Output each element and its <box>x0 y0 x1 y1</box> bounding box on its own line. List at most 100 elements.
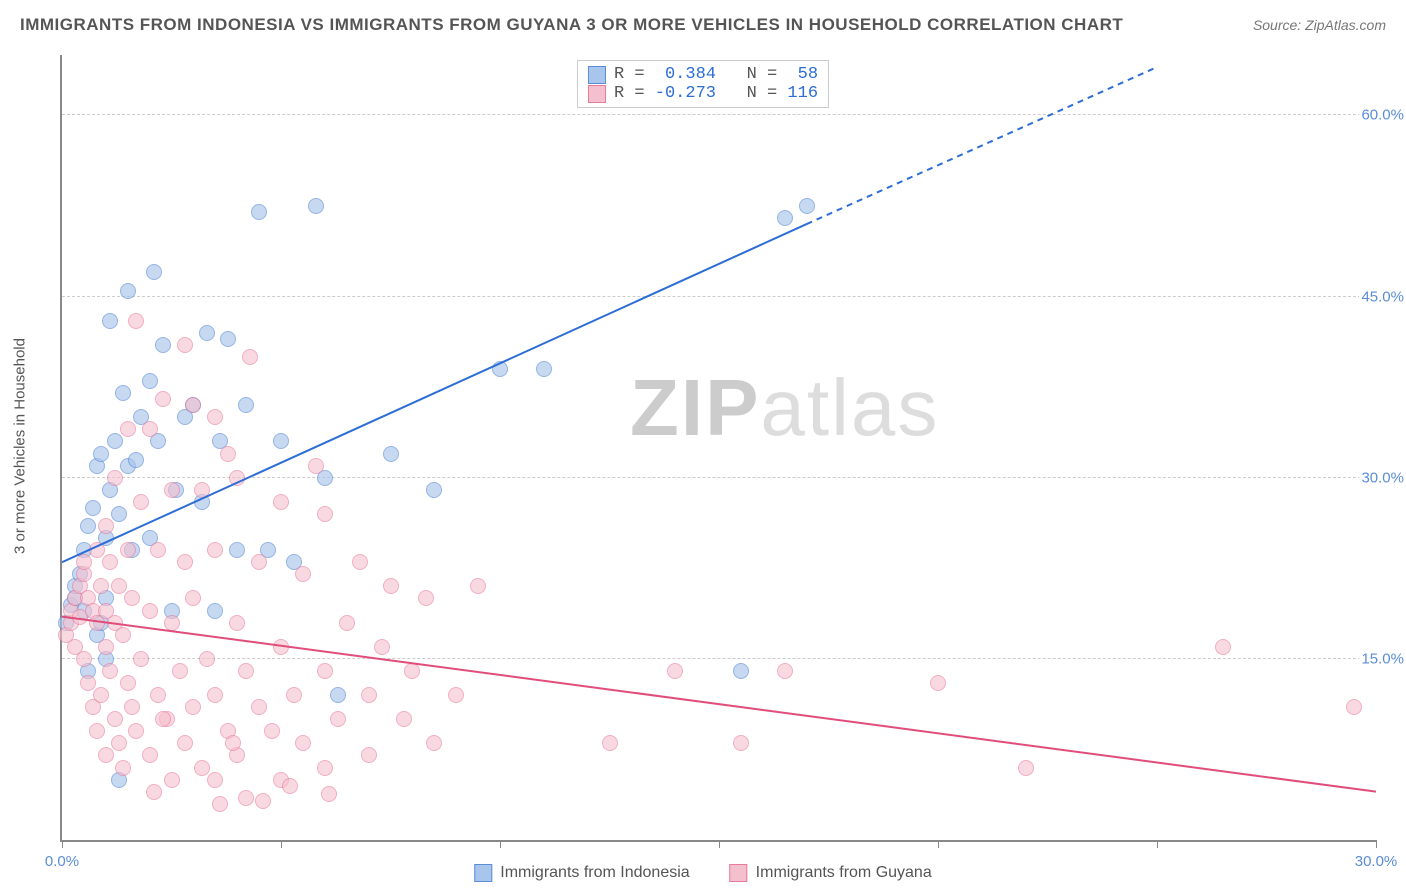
data-point <box>98 747 114 763</box>
data-point <box>76 554 92 570</box>
data-point <box>295 566 311 582</box>
data-point <box>120 421 136 437</box>
data-point <box>777 210 793 226</box>
data-point <box>107 711 123 727</box>
x-tick <box>500 840 501 848</box>
data-point <box>361 687 377 703</box>
data-point <box>150 687 166 703</box>
gridline <box>62 477 1406 478</box>
chart-title: IMMIGRANTS FROM INDONESIA VS IMMIGRANTS … <box>20 15 1123 35</box>
data-point <box>733 735 749 751</box>
data-point <box>93 446 109 462</box>
data-point <box>120 675 136 691</box>
data-point <box>317 663 333 679</box>
legend-item-indonesia: Immigrants from Indonesia <box>474 864 689 882</box>
data-point <box>492 361 508 377</box>
data-point <box>418 590 434 606</box>
data-point <box>264 723 280 739</box>
data-point <box>229 615 245 631</box>
data-point <box>536 361 552 377</box>
data-point <box>194 482 210 498</box>
data-point <box>330 711 346 727</box>
data-point <box>225 735 241 751</box>
data-point <box>199 325 215 341</box>
data-point <box>172 663 188 679</box>
data-point <box>1215 639 1231 655</box>
data-point <box>93 578 109 594</box>
data-point <box>273 494 289 510</box>
data-point <box>107 470 123 486</box>
data-point <box>207 542 223 558</box>
legend-swatch <box>588 85 606 103</box>
data-point <box>777 663 793 679</box>
x-tick <box>62 840 63 848</box>
data-point <box>76 651 92 667</box>
y-tick-label: 60.0% <box>1359 107 1406 124</box>
data-point <box>404 663 420 679</box>
data-point <box>229 542 245 558</box>
data-point <box>133 651 149 667</box>
data-point <box>194 760 210 776</box>
data-point <box>102 313 118 329</box>
chart-plot-area: ZIPatlas 15.0%30.0%45.0%60.0%0.0%30.0% <box>60 55 1376 842</box>
data-point <box>185 699 201 715</box>
data-point <box>238 790 254 806</box>
data-point <box>383 578 399 594</box>
series-legend: Immigrants from Indonesia Immigrants fro… <box>474 864 931 882</box>
data-point <box>212 796 228 812</box>
data-point <box>124 590 140 606</box>
data-point <box>251 554 267 570</box>
data-point <box>207 772 223 788</box>
data-point <box>282 778 298 794</box>
gridline <box>62 296 1406 297</box>
data-point <box>1346 699 1362 715</box>
data-point <box>102 663 118 679</box>
data-point <box>98 639 114 655</box>
data-point <box>229 470 245 486</box>
data-point <box>142 747 158 763</box>
data-point <box>111 506 127 522</box>
x-tick <box>1157 840 1158 848</box>
data-point <box>339 615 355 631</box>
data-point <box>930 675 946 691</box>
correlation-legend: R = 0.384 N = 58R = -0.273 N = 116 <box>577 60 829 108</box>
data-point <box>102 554 118 570</box>
legend-swatch-indonesia <box>474 864 492 882</box>
data-point <box>185 397 201 413</box>
data-point <box>124 699 140 715</box>
data-point <box>115 385 131 401</box>
data-point <box>238 663 254 679</box>
legend-label-indonesia: Immigrants from Indonesia <box>500 864 689 882</box>
data-point <box>199 651 215 667</box>
x-tick-label: 0.0% <box>45 853 79 870</box>
data-point <box>374 639 390 655</box>
data-point <box>80 675 96 691</box>
data-point <box>150 542 166 558</box>
data-point <box>107 433 123 449</box>
data-point <box>273 639 289 655</box>
gridline <box>62 658 1406 659</box>
data-point <box>273 433 289 449</box>
data-point <box>128 452 144 468</box>
data-point <box>321 786 337 802</box>
data-point <box>115 760 131 776</box>
data-point <box>177 554 193 570</box>
data-point <box>120 283 136 299</box>
x-tick-label: 30.0% <box>1355 853 1398 870</box>
y-tick-label: 30.0% <box>1359 469 1406 486</box>
legend-swatch <box>588 66 606 84</box>
data-point <box>220 446 236 462</box>
data-point <box>330 687 346 703</box>
data-point <box>98 518 114 534</box>
data-point <box>146 264 162 280</box>
data-point <box>89 542 105 558</box>
data-point <box>602 735 618 751</box>
data-point <box>93 687 109 703</box>
data-point <box>111 578 127 594</box>
data-point <box>128 723 144 739</box>
data-point <box>207 409 223 425</box>
data-point <box>164 615 180 631</box>
data-point <box>448 687 464 703</box>
data-point <box>238 397 254 413</box>
data-point <box>133 494 149 510</box>
